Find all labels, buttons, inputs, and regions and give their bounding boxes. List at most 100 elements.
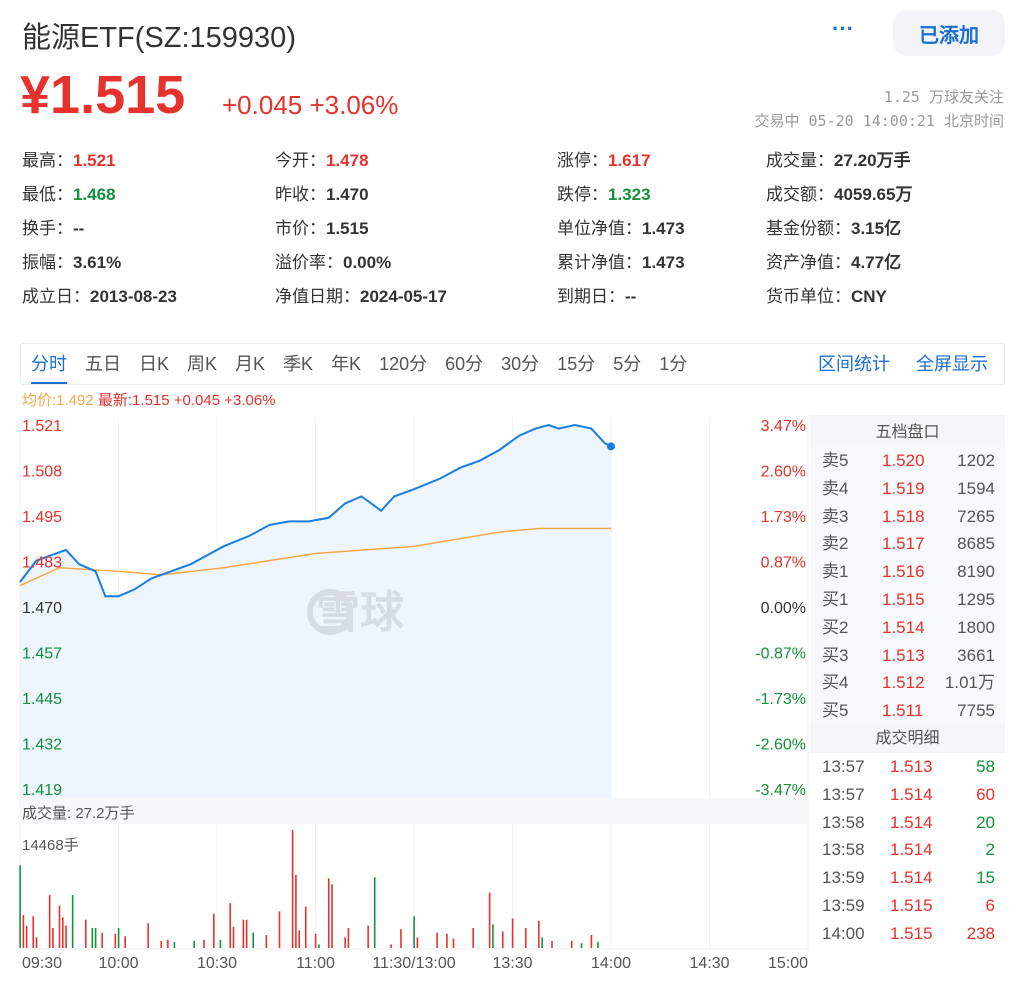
volume-bar: [446, 933, 448, 948]
volume-bar: [32, 916, 35, 948]
x-tick-label: 10:30: [197, 955, 237, 972]
level: 卖5: [822, 451, 849, 470]
level: 卖1: [822, 562, 849, 582]
price: 1.513: [882, 645, 925, 665]
latest-price-dot: [607, 442, 615, 451]
trade-row: 13:57 1.514 60: [810, 780, 1005, 809]
y-tick-label: 1.470: [22, 600, 62, 617]
trade-volume: 60: [976, 784, 995, 804]
level: 买5: [822, 701, 849, 721]
quote-value: 4059.65万: [834, 185, 913, 204]
level: 卖2: [822, 534, 849, 554]
x-tick-label: 15:00: [768, 955, 808, 972]
quote-item: 振幅：3.61%: [22, 248, 121, 273]
quote-item: 资产净值：4.77亿: [766, 248, 901, 273]
interval-stats-button[interactable]: 区间统计: [818, 354, 890, 374]
volume-bar: [213, 913, 215, 948]
volume: 1.01万: [944, 673, 995, 693]
quote-label: 单位净值：: [557, 219, 642, 238]
price: 1.512: [882, 673, 925, 693]
level: 买1: [822, 589, 849, 609]
pct-tick-label: 2.60%: [761, 464, 806, 481]
trade-volume: 2: [985, 840, 995, 860]
volume-bar: [318, 944, 320, 948]
volume-bar: [61, 917, 64, 948]
tab-8[interactable]: 60分: [445, 354, 484, 374]
tab-4[interactable]: 月K: [235, 354, 266, 374]
trade-row: 13:59 1.515 6: [810, 891, 1005, 920]
orderbook-row: 卖5 1.520 1202: [810, 447, 1005, 475]
trade-time: 13:59: [822, 868, 865, 888]
volume-bar: [124, 936, 126, 948]
added-to-watchlist-button[interactable]: 已添加: [893, 10, 1005, 56]
volume: 1800: [957, 617, 995, 637]
volume-bar: [160, 940, 163, 948]
order-panel: 五档盘口 卖5 1.520 1202 卖4 1.519 1594 卖3 1.518 7265 卖2…: [810, 415, 1005, 948]
level: 卖3: [822, 506, 849, 526]
tab-5[interactable]: 季K: [283, 354, 314, 374]
pct-tick-label: 0.00%: [761, 600, 806, 617]
quote-value: --: [73, 219, 85, 238]
quote-item: 最高：1.521: [22, 146, 116, 171]
tab-6[interactable]: 年K: [331, 354, 362, 374]
tab-1[interactable]: 五日: [85, 354, 121, 374]
tab-2[interactable]: 日K: [139, 354, 170, 374]
volume-bar: [347, 927, 350, 948]
quote-value: 2013-08-23: [90, 287, 177, 306]
volume-bar: [524, 927, 527, 948]
x-tick-label: 11:30/13:00: [372, 955, 455, 972]
quote-label: 市价：: [275, 219, 326, 238]
volume-bar: [242, 919, 245, 948]
trades-title: 成交明细: [810, 724, 1005, 753]
volume-bar: [327, 878, 330, 948]
trade-price: 1.514: [890, 840, 933, 860]
volume-bar: [511, 918, 514, 948]
quote-label: 成立日：: [22, 287, 90, 306]
volume-bar: [570, 940, 573, 948]
price: 1.515: [882, 589, 925, 609]
volume-max-label: 14468手: [22, 837, 79, 854]
volume-bar: [416, 937, 419, 948]
price: 1.518: [882, 506, 925, 526]
quote-item: 净值日期：2024-05-17: [275, 282, 447, 307]
quote-label: 换手：: [22, 219, 73, 238]
quote-item: 跌停：1.323: [557, 180, 651, 205]
trade-price: 1.515: [890, 923, 933, 943]
volume-bar: [232, 926, 235, 948]
volume-bar: [22, 914, 25, 948]
x-tick-label: 09:30: [22, 955, 62, 972]
trade-price: 1.514: [890, 812, 933, 832]
price: 1.520: [882, 451, 925, 470]
volume-bar: [19, 865, 21, 948]
tab-3[interactable]: 周K: [187, 354, 218, 374]
quote-value: 1.468: [73, 185, 116, 204]
tab-0[interactable]: 分时: [31, 344, 67, 384]
fullscreen-button[interactable]: 全屏显示: [916, 354, 988, 374]
volume-bar: [541, 937, 543, 948]
orderbook-row: 买5 1.511 7755: [810, 697, 1005, 725]
tab-9[interactable]: 30分: [501, 354, 540, 374]
tab-11[interactable]: 5分: [613, 354, 642, 374]
intraday-chart[interactable]: 雪球 1.521 3.47% 1.508 2.60% 1.495 1.73% 1.483 0.8…: [0, 405, 810, 990]
tab-12[interactable]: 1分: [659, 354, 688, 374]
level: 买2: [822, 617, 849, 637]
x-tick-label: 11:00: [296, 955, 335, 972]
tab-7[interactable]: 120分: [379, 354, 428, 374]
trade-time: 13:58: [822, 840, 865, 860]
pct-tick-label: 3.47%: [761, 418, 806, 435]
price-change: +0.045 +3.06%: [222, 90, 398, 121]
volume-bar: [413, 916, 415, 948]
quote-label: 昨收：: [275, 185, 326, 204]
quote-label: 振幅：: [22, 253, 73, 272]
trade-row: 13:58 1.514 2: [810, 836, 1005, 865]
quote-value: 1.323: [608, 185, 651, 204]
volume-bar: [344, 937, 346, 948]
pct-tick-label: -3.47%: [755, 782, 806, 799]
more-options-button[interactable]: ···: [832, 16, 854, 41]
tab-10[interactable]: 15分: [557, 354, 596, 374]
pct-tick-label: 1.73%: [761, 509, 806, 526]
quote-item: 单位净值：1.473: [557, 214, 685, 239]
watermark-logo: 雪球: [316, 588, 405, 637]
watermark-icon: [307, 589, 353, 635]
volume: 8685: [957, 534, 995, 554]
